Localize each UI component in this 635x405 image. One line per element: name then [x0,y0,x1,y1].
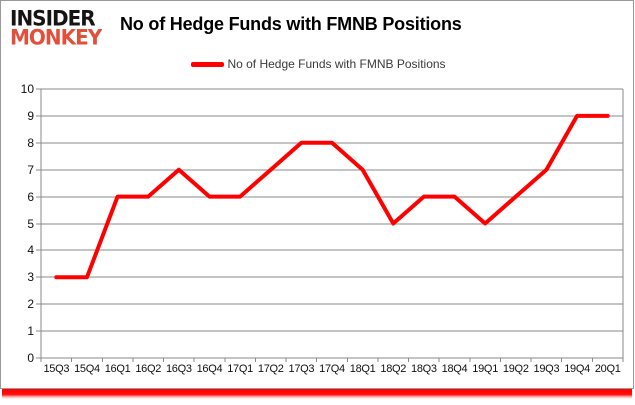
logo-line-insider: INSIDER [10,5,96,31]
x-tick-label: 16Q2 [135,363,162,375]
x-tick-label: 18Q4 [441,363,468,375]
x-tick-label: 19Q4 [564,363,590,375]
x-tick-label: 20Q1 [594,363,621,375]
bottom-red-accent-strip [2,389,632,399]
y-tick-label: 3 [27,270,34,284]
legend-line-swatch [191,61,225,67]
x-tick-label: 18Q2 [380,363,407,375]
y-tick-label: 2 [27,297,34,311]
x-tick-label: 18Q1 [349,363,376,375]
y-tick-label: 4 [27,243,34,257]
chart-card: INSIDER MONKEY No of Hedge Funds with FM… [0,0,634,389]
x-tick-label: 15Q4 [74,363,100,375]
y-tick-label: 9 [27,109,34,123]
y-tick-label: 6 [27,190,34,204]
x-tick-label: 17Q4 [319,363,345,375]
y-tick-label: 0 [27,351,34,365]
y-tick-label: 7 [27,163,34,177]
x-tick-label: 16Q1 [104,363,131,375]
x-tick-label: 15Q3 [43,363,70,375]
x-tick-label: 17Q3 [288,363,315,375]
x-tick-label: 19Q3 [533,363,560,375]
x-tick-label: 16Q4 [196,363,223,375]
series-line [54,113,610,280]
y-tick-label: 10 [20,82,34,96]
x-tick-label: 19Q1 [472,363,499,375]
insider-monkey-logo: INSIDER MONKEY [10,5,118,50]
logo-line-monkey: MONKEY [10,23,102,50]
x-tick-label: 17Q1 [227,363,253,375]
chart-title: No of Hedge Funds with FMNB Positions [120,14,462,34]
chart-legend: No of Hedge Funds with FMNB Positions [1,57,635,71]
x-tick-label: 18Q3 [411,363,437,375]
x-tick-label: 19Q2 [502,363,529,375]
x-tick-label: 17Q2 [257,363,284,375]
y-tick-label: 1 [27,324,34,338]
legend-label: No of Hedge Funds with FMNB Positions [227,57,446,71]
y-tick-label: 8 [27,136,34,150]
x-tick-label: 16Q3 [165,363,192,375]
y-tick-label: 5 [27,217,34,231]
